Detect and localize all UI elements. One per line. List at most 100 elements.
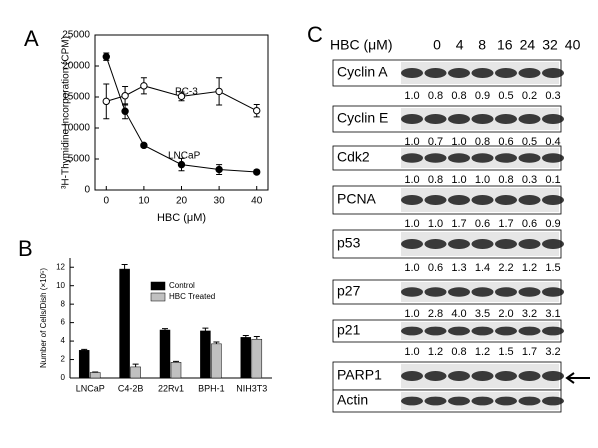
y-tick-label: 12 bbox=[56, 262, 65, 271]
quant-value: 0.3 bbox=[522, 174, 537, 186]
legend-swatch bbox=[150, 292, 166, 302]
band bbox=[471, 114, 494, 124]
band bbox=[495, 114, 517, 124]
bar bbox=[130, 366, 141, 379]
quant-value: 2.8 bbox=[428, 308, 443, 320]
data-point bbox=[177, 92, 186, 101]
quant-value: 1.4 bbox=[475, 262, 490, 274]
y-axis-label: ³H-Thymidine Incorporation (CPM) bbox=[61, 36, 72, 189]
dose-label: 40 bbox=[565, 37, 581, 53]
legend-label: HBC Treated bbox=[169, 292, 215, 301]
x-tick-label: 40 bbox=[251, 196, 263, 207]
band bbox=[424, 287, 447, 297]
quant-value: 1.0 bbox=[404, 218, 419, 230]
band bbox=[495, 371, 517, 381]
x-tick-label: 20 bbox=[176, 196, 188, 207]
band bbox=[542, 239, 564, 249]
quant-value: 3.2 bbox=[522, 308, 537, 320]
y-tick-label: 8 bbox=[61, 299, 66, 308]
data-point bbox=[253, 168, 261, 176]
data-point bbox=[140, 82, 148, 90]
band bbox=[401, 239, 423, 249]
band bbox=[424, 371, 447, 381]
y-tick-label: 0 bbox=[61, 373, 66, 382]
band bbox=[424, 153, 447, 163]
quant-value: 1.2 bbox=[475, 346, 490, 358]
quant-value: 0.9 bbox=[545, 218, 560, 230]
y-tick-label: 2 bbox=[61, 355, 66, 364]
bar bbox=[159, 329, 171, 379]
quant-value: 0.7 bbox=[428, 136, 443, 148]
band bbox=[424, 114, 447, 124]
bar bbox=[200, 330, 211, 379]
dose-label: 8 bbox=[478, 37, 486, 53]
blot-header: HBC (μM) bbox=[330, 37, 393, 53]
quant-value: 0.5 bbox=[522, 136, 537, 148]
data-point bbox=[253, 106, 261, 115]
band bbox=[518, 287, 541, 297]
protein-label: Cyclin E bbox=[337, 110, 388, 126]
band bbox=[471, 396, 494, 406]
x-tick-label: 0 bbox=[104, 196, 110, 207]
band bbox=[542, 68, 564, 78]
band bbox=[471, 239, 494, 249]
band bbox=[401, 287, 423, 297]
quant-value: 4.0 bbox=[451, 308, 466, 320]
band bbox=[495, 153, 517, 163]
band bbox=[542, 195, 564, 205]
data-point bbox=[177, 160, 186, 169]
panel-label: B bbox=[18, 236, 33, 261]
bar bbox=[89, 372, 101, 379]
band bbox=[542, 153, 564, 163]
band bbox=[471, 287, 494, 297]
band bbox=[448, 114, 470, 124]
band bbox=[495, 195, 517, 205]
quant-value: 1.0 bbox=[404, 346, 419, 358]
y-tick-label: 15000 bbox=[62, 92, 90, 103]
band bbox=[495, 396, 517, 406]
quant-value: 2.2 bbox=[498, 262, 513, 274]
quant-value: 1.5 bbox=[498, 346, 513, 358]
band bbox=[471, 68, 494, 78]
band bbox=[401, 371, 423, 381]
dose-label: 4 bbox=[456, 37, 464, 53]
y-tick-label: 6 bbox=[61, 318, 66, 327]
quant-value: 3.1 bbox=[545, 308, 560, 320]
band bbox=[448, 396, 470, 406]
band bbox=[471, 153, 494, 163]
legend-swatch bbox=[150, 281, 166, 291]
band bbox=[424, 68, 447, 78]
band bbox=[495, 326, 517, 336]
band bbox=[471, 195, 494, 205]
quant-value: 2.0 bbox=[498, 308, 513, 320]
quant-value: 3.5 bbox=[475, 308, 490, 320]
band bbox=[448, 371, 470, 381]
protein-label: PCNA bbox=[337, 191, 377, 207]
quant-value: 1.3 bbox=[451, 262, 466, 274]
y-tick-label: 5000 bbox=[68, 154, 91, 165]
quant-value: 0.2 bbox=[522, 90, 537, 102]
protein-label: Cdk2 bbox=[337, 149, 370, 165]
bar bbox=[170, 362, 182, 379]
band bbox=[448, 326, 470, 336]
quant-value: 0.8 bbox=[451, 346, 466, 358]
quant-value: 1.5 bbox=[545, 262, 560, 274]
band bbox=[495, 287, 517, 297]
band bbox=[495, 68, 517, 78]
x-tick-label: BPH-1 bbox=[198, 383, 225, 393]
band bbox=[401, 114, 423, 124]
x-tick-label: 22Rv1 bbox=[158, 383, 184, 393]
dose-label: 16 bbox=[497, 37, 513, 53]
data-point bbox=[140, 141, 148, 150]
arrow bbox=[565, 372, 590, 384]
band bbox=[424, 326, 447, 336]
band bbox=[518, 153, 541, 163]
quant-value: 0.8 bbox=[498, 174, 513, 186]
y-tick-label: 20000 bbox=[62, 61, 90, 72]
protein-label: p21 bbox=[337, 322, 361, 338]
band bbox=[542, 114, 564, 124]
band bbox=[542, 326, 564, 336]
data-point bbox=[102, 53, 110, 61]
band bbox=[401, 195, 423, 205]
